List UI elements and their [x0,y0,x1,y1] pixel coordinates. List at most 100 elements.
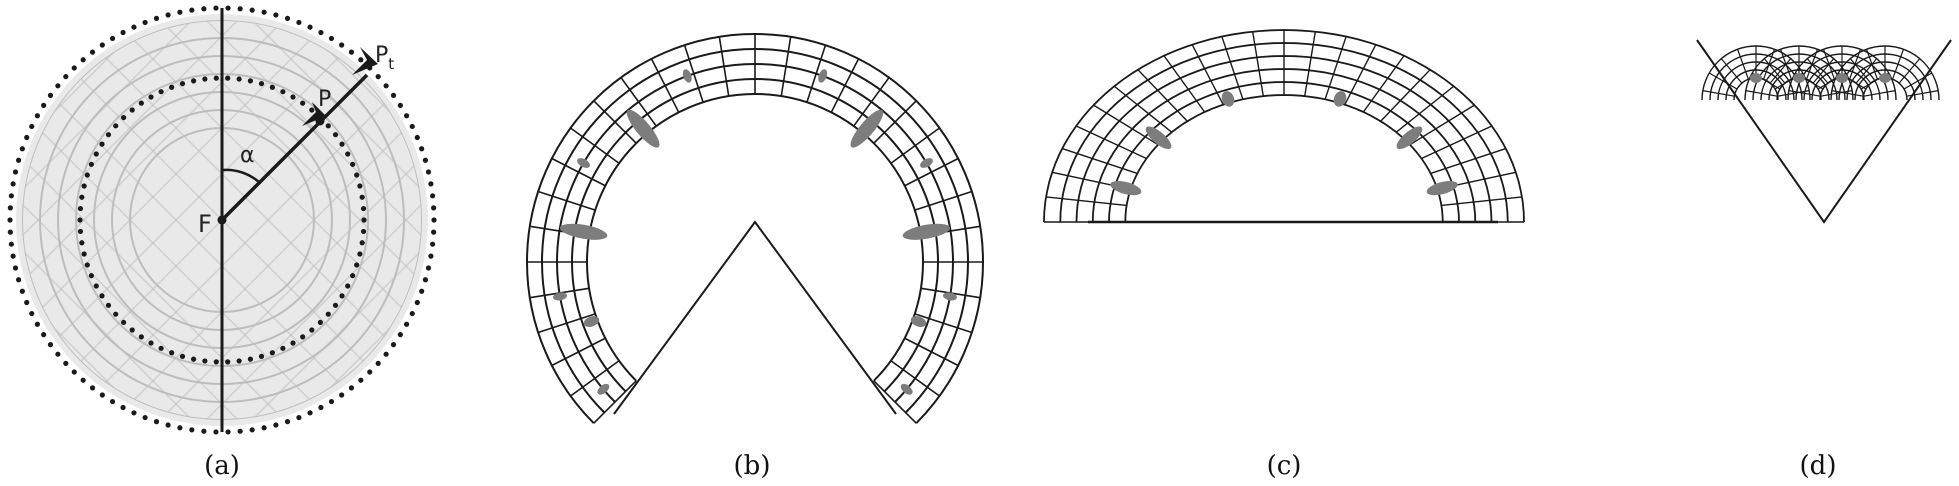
inner-dot [169,84,175,90]
inner-dot [129,107,135,113]
light-grid-diagonal [231,20,422,420]
outer-dot [390,92,397,98]
deformation-ellipse [597,383,610,395]
inner-dot [359,194,365,200]
deformation-ellipse [1333,91,1347,107]
inner-dot [179,81,186,87]
inner-dot [300,334,306,340]
target-label-main: P [375,43,388,68]
grid-spoke [1137,69,1188,122]
outer-dot [165,12,171,18]
outer-dot [431,229,437,235]
outer-dot [225,429,231,435]
deformation-ellipse [577,158,590,168]
outer-dot [8,241,14,247]
inner-dot [225,75,231,81]
grid-spoke [904,157,959,187]
outer-dot [177,9,183,15]
grid-spoke [570,127,620,164]
grid-spoke [914,190,973,211]
outer-dot [131,24,137,30]
inner-dot [354,262,360,268]
target-point-label: Pt [375,43,394,73]
outer-dot [403,321,410,327]
outer-dot [430,241,436,247]
outer-dot [99,42,105,48]
grid-spoke [537,313,596,334]
grid-spoke [620,77,657,127]
outer-dot [89,49,96,55]
grid-spoke [593,100,637,144]
grid-spoke [1093,104,1159,146]
inner-dot [236,76,242,82]
outer-dot [328,35,335,42]
point-p-label: P [318,87,331,112]
light-grid-diagonal [22,20,213,420]
outer-dot [63,74,69,80]
grid-spoke [1763,58,1786,84]
grid-spoke [1062,147,1138,175]
inner-dot [129,327,135,333]
light-grid-diagonal [277,20,422,420]
light-grid-diagonal [22,20,167,420]
inner-dot [339,293,345,299]
angle-label: α [240,143,255,168]
outer-dot [189,7,195,13]
outer-dot [19,146,25,152]
grid-spoke [1163,55,1206,113]
outer-dot [249,7,255,13]
panel-c: (c) [1043,29,1525,481]
outer-dot [284,419,291,425]
inner-dot [84,172,90,178]
ray-line [220,73,369,222]
grid-arc [586,93,924,382]
target-label-subscript: t [388,55,394,73]
inner-dot [332,302,339,308]
deformation-ellipse [818,69,828,83]
inner-dot [360,205,367,212]
outer-dot [213,5,219,11]
inner-dot [325,123,331,129]
outer-dot [383,83,389,89]
outer-dot [348,385,355,391]
grid-spoke [1045,196,1127,207]
ellipses-c [1110,91,1458,196]
outer-dot [367,369,373,375]
outer-dot [237,6,243,12]
grid-spoke [537,190,596,211]
outer-dot [431,217,437,223]
outer-dot [71,65,77,71]
grid-spoke [1777,90,1810,97]
outer-dot [339,42,345,48]
outer-dot [63,360,69,366]
deformation-ellipse [850,109,884,148]
outer-dot [261,425,267,431]
grid-spoke [551,157,606,187]
caption-a: (a) [204,451,240,481]
grid-spoke [1745,90,1778,97]
outer-dot [80,377,86,383]
panel-b: (b) [526,32,984,481]
outer-dot [307,410,313,416]
outer-dot [375,360,381,366]
outer-dot [80,57,86,63]
grid-spoke [1702,90,1735,97]
grid-spoke [1863,90,1896,97]
inner-dot [105,132,112,138]
outer-dot [284,15,291,21]
inner-dot [77,228,84,235]
grid-spoke [1708,72,1738,90]
inner-dot [339,141,345,147]
grid-spoke [806,44,827,103]
inner-dot [290,94,296,100]
inner-dot [148,340,154,346]
inner-dot [93,151,99,157]
inner-dot [213,359,219,365]
focus-label: F [198,210,212,238]
deformation-ellipse [1750,73,1762,83]
outer-dot [425,265,432,271]
inner-dot [309,107,315,113]
inner-dot [81,183,87,189]
grid-spoke [890,127,940,164]
outer-dot [431,205,437,211]
